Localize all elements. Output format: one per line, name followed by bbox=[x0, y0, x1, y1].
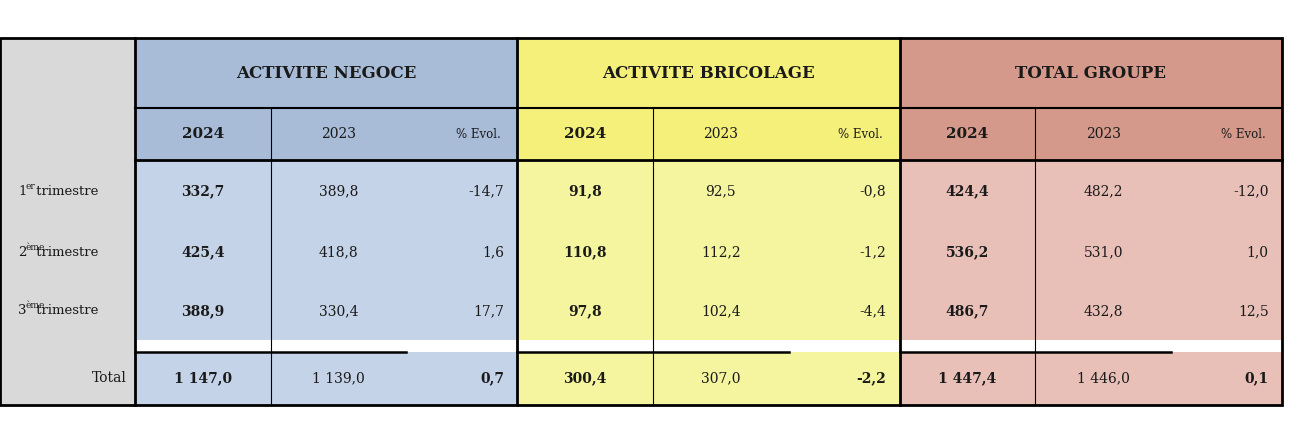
Text: 482,2: 482,2 bbox=[1083, 184, 1123, 198]
Bar bbox=[517, 222, 900, 282]
Bar bbox=[0, 282, 135, 340]
Text: 2: 2 bbox=[18, 245, 26, 259]
Bar bbox=[135, 282, 517, 340]
Text: 332,7: 332,7 bbox=[181, 184, 225, 198]
Bar bbox=[1035, 108, 1282, 160]
Bar bbox=[0, 160, 135, 222]
Text: 1 447,4: 1 447,4 bbox=[939, 372, 997, 385]
Text: -2,2: -2,2 bbox=[857, 372, 887, 385]
Text: TOTAL GROUPE: TOTAL GROUPE bbox=[1015, 65, 1166, 82]
Text: Total: Total bbox=[92, 372, 127, 385]
Text: 388,9: 388,9 bbox=[181, 304, 225, 318]
Text: 102,4: 102,4 bbox=[701, 304, 741, 318]
Text: 1,6: 1,6 bbox=[482, 245, 504, 259]
Text: 97,8: 97,8 bbox=[568, 304, 602, 318]
Text: 1 446,0: 1 446,0 bbox=[1076, 372, 1130, 385]
Text: ème: ème bbox=[26, 302, 46, 311]
Bar bbox=[135, 352, 517, 405]
Bar bbox=[517, 108, 653, 160]
Text: 0,7: 0,7 bbox=[480, 372, 504, 385]
Bar bbox=[135, 160, 517, 222]
Text: 2024: 2024 bbox=[946, 127, 989, 141]
Text: 12,5: 12,5 bbox=[1238, 304, 1269, 318]
Text: 2023: 2023 bbox=[703, 127, 738, 141]
Text: 389,8: 389,8 bbox=[318, 184, 359, 198]
Text: 91,8: 91,8 bbox=[568, 184, 602, 198]
Bar bbox=[0, 38, 1282, 405]
Bar bbox=[653, 108, 900, 160]
Text: 110,8: 110,8 bbox=[563, 245, 607, 259]
Text: 300,4: 300,4 bbox=[563, 372, 607, 385]
Text: 2023: 2023 bbox=[1086, 127, 1121, 141]
Text: 112,2: 112,2 bbox=[701, 245, 741, 259]
Text: trimestre: trimestre bbox=[32, 245, 99, 259]
Text: 307,0: 307,0 bbox=[701, 372, 741, 385]
Text: -12,0: -12,0 bbox=[1234, 184, 1269, 198]
Bar bbox=[900, 108, 1035, 160]
Text: -14,7: -14,7 bbox=[468, 184, 504, 198]
Text: trimestre: trimestre bbox=[32, 184, 99, 198]
Text: 486,7: 486,7 bbox=[946, 304, 989, 318]
Text: 1: 1 bbox=[18, 184, 26, 198]
Bar bbox=[900, 160, 1282, 222]
Text: ème: ème bbox=[26, 242, 46, 252]
Text: 1,0: 1,0 bbox=[1247, 245, 1269, 259]
Bar bbox=[900, 222, 1282, 282]
Bar bbox=[135, 108, 270, 160]
Bar bbox=[900, 352, 1282, 405]
Bar bbox=[135, 222, 517, 282]
Text: 1 147,0: 1 147,0 bbox=[174, 372, 231, 385]
Bar bbox=[135, 38, 517, 108]
Bar bbox=[517, 160, 900, 222]
Text: -1,2: -1,2 bbox=[859, 245, 887, 259]
Text: ACTIVITE BRICOLAGE: ACTIVITE BRICOLAGE bbox=[602, 65, 815, 82]
Text: 1 139,0: 1 139,0 bbox=[312, 372, 365, 385]
Bar bbox=[900, 282, 1282, 340]
Text: % Evol.: % Evol. bbox=[456, 128, 500, 140]
Bar bbox=[517, 38, 900, 108]
Text: -0,8: -0,8 bbox=[859, 184, 887, 198]
Text: 2023: 2023 bbox=[321, 127, 356, 141]
Text: 2024: 2024 bbox=[564, 127, 606, 141]
Bar bbox=[0, 38, 135, 405]
Text: % Evol.: % Evol. bbox=[838, 128, 883, 140]
Text: ACTIVITE NEGOCE: ACTIVITE NEGOCE bbox=[237, 65, 416, 82]
Text: 418,8: 418,8 bbox=[318, 245, 359, 259]
Bar bbox=[517, 352, 900, 405]
Text: % Evol.: % Evol. bbox=[1221, 128, 1265, 140]
Bar bbox=[900, 38, 1282, 108]
Text: 425,4: 425,4 bbox=[181, 245, 225, 259]
Text: -4,4: -4,4 bbox=[859, 304, 887, 318]
Text: er: er bbox=[26, 182, 36, 190]
Text: 536,2: 536,2 bbox=[946, 245, 989, 259]
Text: 3: 3 bbox=[18, 304, 26, 318]
Bar bbox=[0, 222, 135, 282]
Text: 0,1: 0,1 bbox=[1244, 372, 1269, 385]
Text: 531,0: 531,0 bbox=[1083, 245, 1123, 259]
Bar bbox=[0, 38, 135, 160]
Text: 17,7: 17,7 bbox=[473, 304, 504, 318]
Text: trimestre: trimestre bbox=[32, 304, 99, 318]
Bar bbox=[517, 282, 900, 340]
Text: 330,4: 330,4 bbox=[318, 304, 359, 318]
Bar bbox=[0, 352, 135, 405]
Text: 92,5: 92,5 bbox=[706, 184, 736, 198]
Text: 432,8: 432,8 bbox=[1083, 304, 1123, 318]
Bar bbox=[0, 38, 1282, 405]
Text: 424,4: 424,4 bbox=[945, 184, 989, 198]
Text: 2024: 2024 bbox=[182, 127, 224, 141]
Bar bbox=[270, 108, 517, 160]
